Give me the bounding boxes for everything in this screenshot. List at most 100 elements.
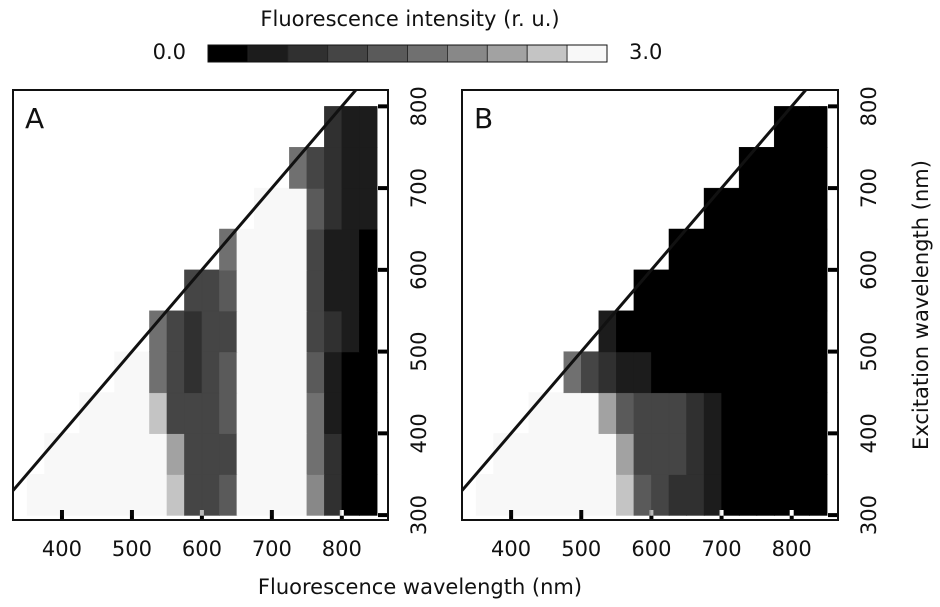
heatmap-cell <box>184 433 203 475</box>
heatmap-cell <box>528 433 547 475</box>
heatmap-cell <box>341 310 360 353</box>
heatmap-cell <box>236 351 255 394</box>
heatmap-cell <box>271 392 290 434</box>
heatmap-cell <box>359 310 378 353</box>
heatmap-cell <box>545 433 565 475</box>
heatmap-cell <box>686 351 705 394</box>
heatmap-cell <box>201 351 220 394</box>
heatmap-cell <box>184 351 203 394</box>
heatmap-cell <box>738 392 758 434</box>
heatmap-cell <box>324 187 343 230</box>
y-tick-label: 300 <box>857 495 881 535</box>
heatmap-cell <box>616 392 635 434</box>
heatmap-cell <box>510 474 530 516</box>
heatmap-cell <box>756 147 775 189</box>
heatmap-cell <box>809 433 828 475</box>
heatmap-cell <box>219 310 238 353</box>
heatmap-cell <box>44 474 63 516</box>
heatmap-cell <box>271 269 290 312</box>
heatmap-cell <box>289 228 308 271</box>
heatmap-cell <box>166 433 186 475</box>
x-tick-label: 700 <box>252 537 292 561</box>
heatmap-cell <box>114 433 133 475</box>
heatmap-cell <box>254 187 273 230</box>
heatmap-cell <box>703 351 723 394</box>
heatmap-cell <box>668 228 688 271</box>
heatmap-cell <box>721 228 740 271</box>
heatmap-cell <box>809 106 828 148</box>
heatmap-cell <box>289 187 308 230</box>
y-tick-label: 700 <box>857 168 881 208</box>
heatmap-cell <box>359 474 378 516</box>
heatmap-cell <box>359 351 378 394</box>
y-tick-label: 600 <box>407 250 431 290</box>
y-tick-label: 500 <box>857 332 881 372</box>
heatmap-cell <box>773 474 793 516</box>
x-tick-label: 600 <box>631 537 671 561</box>
heatmap-cell <box>201 392 220 434</box>
heatmap-cell <box>271 474 290 516</box>
heatmap-cell <box>254 351 273 394</box>
heatmap-cell <box>756 474 775 516</box>
heatmap-cell <box>149 392 168 434</box>
heatmap-cell <box>324 269 343 312</box>
heatmap-cell <box>721 351 740 394</box>
heatmap-cell <box>306 310 325 353</box>
heatmap-cell <box>289 147 308 189</box>
heatmap-cell <box>563 474 582 516</box>
heatmap-cell <box>791 474 810 516</box>
heatmap-cell <box>791 392 810 434</box>
heatmap-cell <box>341 187 360 230</box>
heatmap-cell <box>668 474 688 516</box>
heatmap-cell <box>131 474 151 516</box>
heatmap-cell <box>341 228 360 271</box>
heatmap-cell <box>79 474 98 516</box>
heatmap-cell <box>96 433 116 475</box>
colorbar-tick-label: 3.0 <box>629 40 662 64</box>
heatmap-cell <box>324 310 343 353</box>
y-tick-label: 600 <box>857 250 881 290</box>
y-tick-label: 500 <box>407 332 431 372</box>
heatmap-cell <box>668 269 688 312</box>
heatmap-cell <box>131 433 151 475</box>
heatmap-cell <box>686 269 705 312</box>
heatmap-cell <box>324 351 343 394</box>
panel-label: A <box>25 102 44 135</box>
heatmap-cell <box>359 269 378 312</box>
heatmap-cell <box>633 392 653 434</box>
heatmap-cell <box>475 474 495 516</box>
heatmap-cell <box>563 392 582 434</box>
heatmap-cell <box>528 392 547 434</box>
heatmap-cell <box>651 474 670 516</box>
heatmap-cell <box>721 269 740 312</box>
heatmap-cell <box>493 433 512 475</box>
heatmap-cell <box>341 433 360 475</box>
heatmap-cell <box>254 310 273 353</box>
heatmap-cell <box>341 351 360 394</box>
heatmap-cell <box>721 392 740 434</box>
heatmap-cell <box>581 433 600 475</box>
heatmap-cell <box>756 433 775 475</box>
heatmap-cell <box>236 228 255 271</box>
heatmap-cell <box>493 474 512 516</box>
heatmap-cell <box>184 474 203 516</box>
x-tick-label: 500 <box>112 537 152 561</box>
heatmap-cell <box>236 392 255 434</box>
heatmap-cell <box>809 269 828 312</box>
heatmap-cell <box>633 269 653 312</box>
heatmap-cell <box>791 187 810 230</box>
heatmap-cell <box>271 187 290 230</box>
heatmap-cell <box>563 433 582 475</box>
heatmap-cell <box>359 147 378 189</box>
heatmap-cell <box>359 106 378 148</box>
colorbar-segment <box>367 44 408 63</box>
heatmap-cell <box>219 228 238 271</box>
heatmap-cell <box>44 433 63 475</box>
heatmap-cell <box>598 392 617 434</box>
heatmap-cell <box>791 310 810 353</box>
heatmap-cell <box>254 392 273 434</box>
heatmap-cell <box>236 474 255 516</box>
heatmap-cell <box>773 187 793 230</box>
heatmap-cell <box>773 392 793 434</box>
